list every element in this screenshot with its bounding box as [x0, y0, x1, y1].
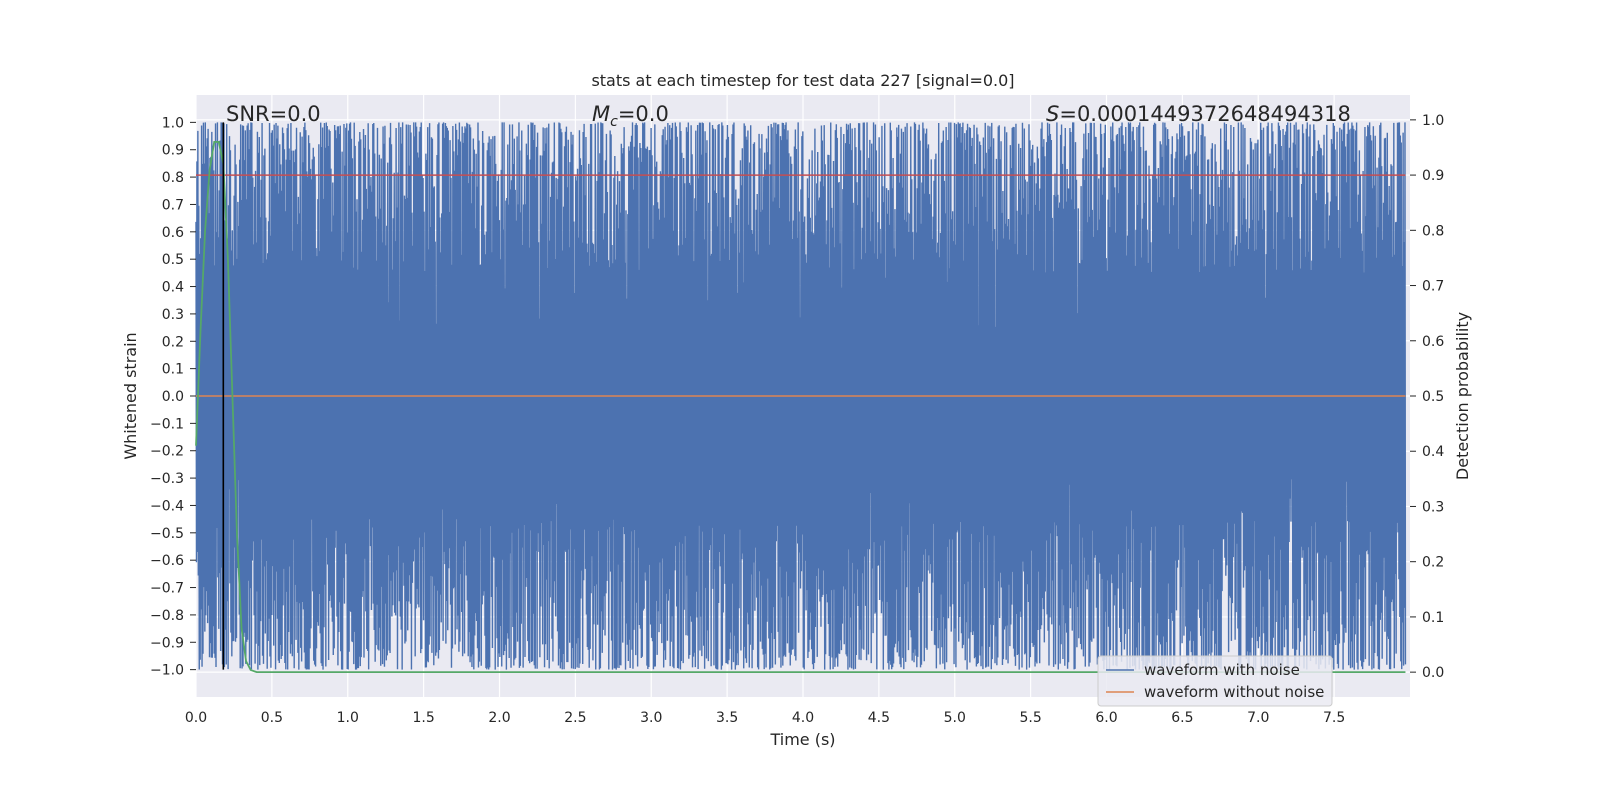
y-left-tick-label: 0.4: [162, 280, 184, 296]
y-left-tick-label: −0.4: [150, 498, 184, 514]
y-left-tick-label: −0.5: [150, 526, 184, 542]
x-axis-label: Time (s): [769, 730, 835, 749]
y-right-tick-label: 1.0: [1422, 113, 1444, 129]
y-left-tick-label: −0.3: [150, 471, 184, 487]
y-right-tick-label: 0.1: [1422, 610, 1444, 626]
y-left-tick-label: −0.2: [150, 444, 184, 460]
y-left-tick-label: 0.6: [162, 225, 184, 241]
legend-label-noise: waveform with noise: [1144, 661, 1300, 679]
y-right-tick-label: 0.2: [1422, 555, 1444, 571]
chart-title: stats at each timestep for test data 227…: [591, 71, 1014, 90]
x-tick-label: 2.0: [488, 710, 510, 726]
axes: 0.0 0.5 1.0 1.5 2.0 2.5 3.0 3.5 4.0 4.5 5.0 5.5 6.0 6…: [150, 113, 1444, 726]
s-value: =0.0001449372648494318: [1059, 102, 1351, 126]
s-symbol: S: [1046, 102, 1059, 126]
y-left-tick-label: 0.5: [162, 252, 184, 268]
x-tick-label: 5.5: [1019, 710, 1041, 726]
x-tick-label: 1.5: [412, 710, 434, 726]
y-left-tick-label: 0.1: [162, 362, 184, 378]
chirp-mass-annotation: Mc=0.0: [592, 102, 669, 130]
y-left-tick-label: 0.3: [162, 307, 184, 323]
y-left-tick-label: 0.0: [162, 389, 184, 405]
y-left-tick-label: 1.0: [162, 115, 184, 131]
legend-box: [1097, 655, 1333, 707]
y-left-tick-label: −0.9: [150, 635, 184, 651]
y-left-tick-label: 0.2: [162, 334, 184, 350]
y-right-tick-label: 0.3: [1422, 499, 1444, 515]
y-left-tick-label: 0.9: [162, 143, 184, 159]
y-left-tick-label: −0.6: [150, 553, 184, 569]
y-left-tick-label: −1.0: [150, 663, 184, 679]
y-right-tick-label: 0.9: [1422, 168, 1444, 184]
s-annotation: S=0.0001449372648494318: [1046, 102, 1351, 126]
x-tick-label: 7.0: [1247, 710, 1269, 726]
x-tick-label: 6.5: [1171, 710, 1193, 726]
y-left-tick-label: 0.8: [162, 170, 184, 186]
series-detection-probability: [195, 141, 1406, 674]
x-tick-label: 0.0: [185, 710, 207, 726]
x-tick-label: 5.0: [944, 710, 966, 726]
y-right-tick-label: 0.0: [1422, 665, 1444, 681]
legend-label-clean: waveform without noise: [1144, 683, 1324, 701]
x-tick-label: 1.0: [337, 710, 359, 726]
y-axis-label-left: Whitened strain: [121, 332, 140, 459]
x-tick-label: 0.5: [261, 710, 283, 726]
y-left-tick-label: −0.8: [150, 608, 184, 624]
y-left-tick-label: −0.7: [150, 581, 184, 597]
x-tick-label: 6.0: [1095, 710, 1117, 726]
x-tick-label: 2.5: [564, 710, 586, 726]
y-right-tick-label: 0.5: [1422, 389, 1444, 405]
y-right-tick-label: 0.6: [1422, 334, 1444, 350]
legend: waveform with noise waveform without noi…: [1097, 655, 1333, 707]
x-tick-label: 7.5: [1323, 710, 1345, 726]
mc-value: =0.0: [618, 102, 669, 126]
snr-annotation: SNR=0.0: [226, 102, 321, 126]
mc-symbol: M: [592, 102, 610, 126]
y-left-tick-label: −0.1: [150, 416, 184, 432]
x-tick-label: 4.0: [792, 710, 814, 726]
y-right-tick-label: 0.7: [1422, 279, 1444, 295]
x-tick-label: 3.0: [640, 710, 662, 726]
y-left-tick-label: 0.7: [162, 197, 184, 213]
x-tick-label: 3.5: [716, 710, 738, 726]
y-axis-label-right: Detection probability: [1453, 312, 1472, 480]
series-layer: [195, 122, 1407, 674]
y-right-tick-label: 0.4: [1422, 444, 1444, 460]
series-waveform-with-noise: [195, 122, 1407, 670]
x-tick-label: 4.5: [868, 710, 890, 726]
y-right-tick-label: 0.8: [1422, 223, 1444, 239]
mc-subscript: c: [610, 114, 618, 130]
